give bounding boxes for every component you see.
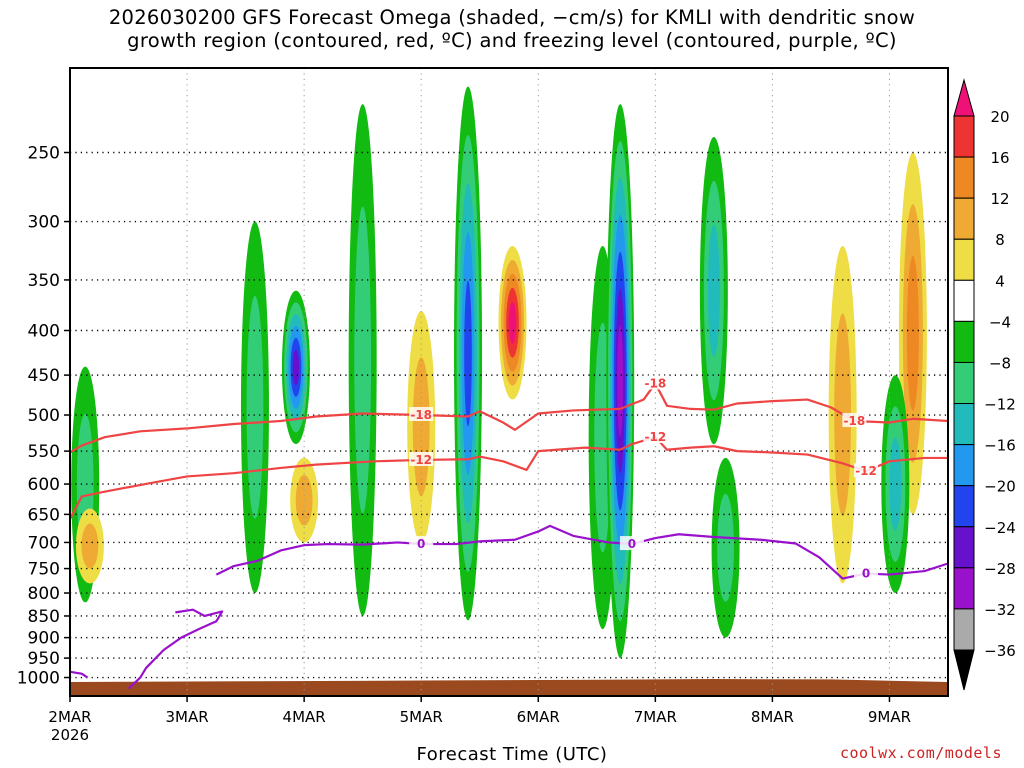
contour-line-3 [127,608,224,690]
omega-cell-5-1 [354,206,372,514]
plot-frame [69,67,949,697]
colorbar-label-13: −36 [984,642,1016,660]
colorbar-label-9: −20 [984,478,1016,496]
y-tick-label-650: 650 [28,505,60,525]
source-credit: coolwx.com/models [839,744,1002,762]
y-tick-label-600: 600 [28,475,60,495]
contour-label-bg-2-1 [619,536,644,551]
x-tick-label-8MAR: 8MAR [751,708,794,726]
contour-line-4 [69,670,89,679]
x-tick-year-label: 2026 [51,726,89,744]
colorbar-label-2: 12 [990,190,1009,208]
colorbar-box-7 [953,403,975,446]
colorbar-bottom-arrow [953,649,975,691]
colorbar-box-10 [953,526,975,569]
omega-cell-7-4 [464,280,472,427]
y-tick-label-1000: 1000 [17,669,60,689]
x-tick-label-6MAR: 6MAR [517,708,560,726]
colorbar-label-0: 20 [990,108,1009,126]
terrain-fill [70,679,948,696]
colorbar-box-3 [953,238,975,281]
colorbar-label-8: −16 [984,437,1016,455]
contour-label-bg-1-0 [409,451,434,466]
colorbar-box-1 [953,156,975,199]
colorbar-label-6: −8 [989,354,1011,372]
omega-cell-3-5 [292,349,300,386]
y-tick-label-550: 550 [28,442,60,462]
x-axis-title: Forecast Time (UTC) [416,744,608,765]
y-tick-label-350: 350 [28,271,60,291]
y-tick-label-950: 950 [28,649,60,669]
colorbar-box-8 [953,444,975,487]
contour-line-2 [215,524,949,580]
colorbar-box-5 [953,320,975,363]
contour-label-1-2: -12 [855,464,877,478]
colorbar-label-12: −32 [984,601,1016,619]
y-tick-label-500: 500 [28,406,60,426]
y-tick-label-400: 400 [28,322,60,342]
contour-label-0-0: -18 [410,408,432,422]
y-tick-label-700: 700 [28,533,60,553]
omega-cell-1-1 [81,523,99,569]
y-tick-label-250: 250 [28,144,60,164]
y-tick-label-800: 800 [28,584,60,604]
contour-label-bg-2-0 [409,536,434,551]
x-tick-label-7MAR: 7MAR [634,708,677,726]
contour-label-0-2: -18 [844,414,866,428]
contour-label-1-0: -12 [410,453,432,467]
x-tick-label-3MAR: 3MAR [165,708,208,726]
contour-label-bg-0-1 [643,375,668,390]
contour-label-bg-1-1 [643,429,668,444]
colorbar-box-4 [953,279,975,322]
chart-title-line-1: 2026030200 GFS Forecast Omega (shaded, −… [108,6,916,29]
colorbar-box-6 [953,361,975,405]
colorbar-label-7: −12 [984,396,1016,414]
contour-line-0 [69,382,949,454]
contour-label-1-1: -12 [644,430,666,444]
omega-cell-8-4 [508,301,517,344]
y-tick-label-450: 450 [28,366,60,386]
colorbar-label-11: −28 [984,560,1016,578]
colorbar-box-12 [953,608,975,651]
contour-label-bg-0-0 [409,407,434,422]
x-tick-label-4MAR: 4MAR [283,708,326,726]
omega-cell-11-2 [707,224,720,357]
y-tick-label-850: 850 [28,607,60,627]
colorbar-box-0 [953,115,975,158]
colorbar-top-arrow [953,78,975,117]
omega-cell-12-1 [717,493,734,602]
colorbar-label-4: 4 [995,272,1005,290]
y-tick-label-900: 900 [28,629,60,649]
colorbar-box-9 [953,485,975,528]
contour-line-1 [69,435,948,520]
y-tick-label-300: 300 [28,213,60,233]
colorbar-label-3: 8 [995,231,1005,249]
omega-cell-14-2 [906,255,919,411]
x-tick-label-2MAR: 2MAR [48,708,91,726]
y-tick-label-750: 750 [28,560,60,580]
omega-cell-6-1 [412,357,430,497]
colorbar-label-5: −4 [989,313,1011,331]
colorbar-box-11 [953,567,975,610]
omega-cell-10-6 [617,325,624,437]
omega-cell-2-1 [246,295,264,519]
colorbar-label-1: 16 [990,149,1009,167]
chart-title-line-2: growth region (contoured, red, ºC) and f… [127,29,897,52]
contour-label-bg-0-2 [842,413,867,428]
contour-label-2-1: 0 [628,537,636,551]
contour-label-bg-2-2 [854,565,879,580]
contour-label-2-2: 0 [862,567,870,581]
contour-label-0-1: -18 [644,376,666,390]
colorbar-box-2 [953,197,975,240]
x-tick-label-9MAR: 9MAR [868,708,911,726]
contour-label-bg-1-2 [854,463,879,478]
x-tick-label-5MAR: 5MAR [400,708,443,726]
contour-label-2-0: 0 [417,537,425,551]
colorbar-label-10: −24 [984,519,1016,537]
